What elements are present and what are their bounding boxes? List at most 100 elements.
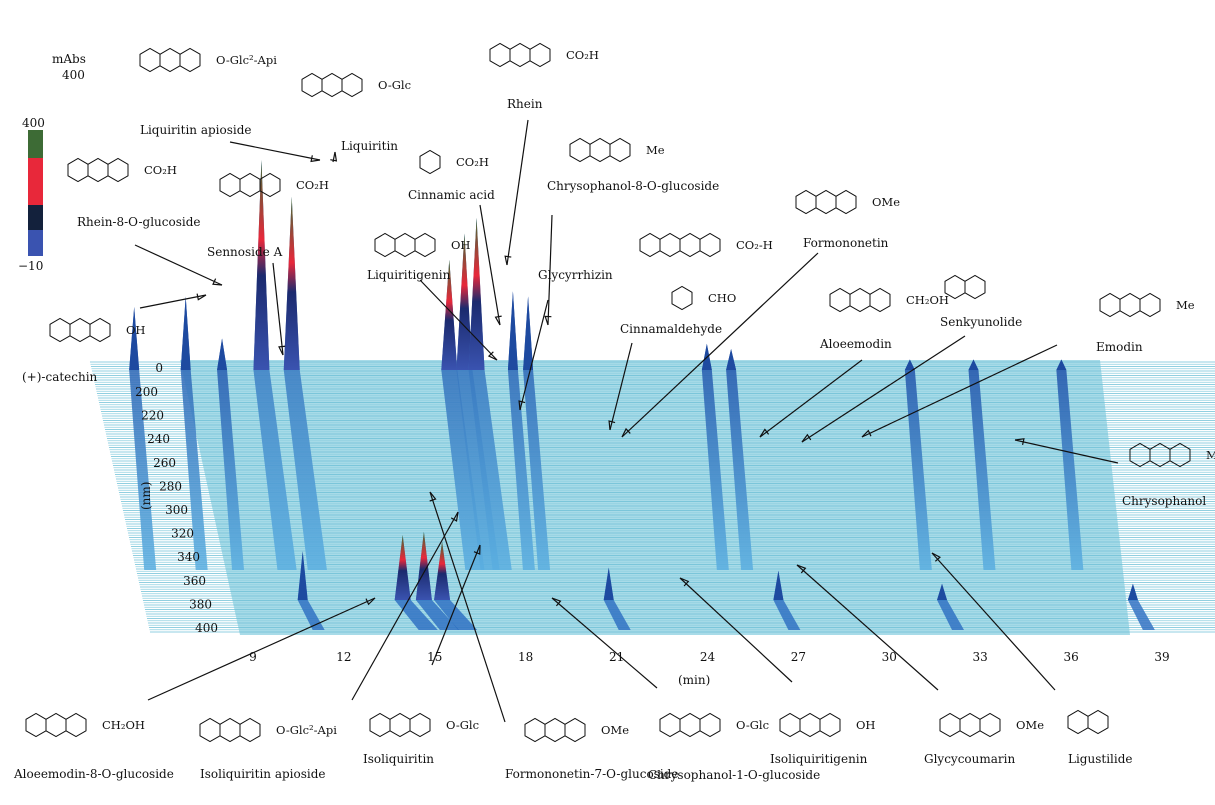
ring-shape xyxy=(489,42,511,68)
compound-label-aloeemodin: Aloeemodin xyxy=(819,337,892,351)
peak-catechin xyxy=(129,307,140,370)
ring-shape xyxy=(959,712,981,738)
annotation-arrow xyxy=(551,597,658,689)
ring-shape xyxy=(869,287,891,313)
ring-shape xyxy=(659,232,681,258)
substituent-label: Me xyxy=(1206,448,1215,462)
substituent-label: OH xyxy=(856,718,875,732)
arrow-head xyxy=(1014,438,1025,445)
ring-shape xyxy=(199,717,221,743)
x-axis-label: (min) xyxy=(678,673,710,687)
ring-shape xyxy=(589,137,611,163)
arrow-head xyxy=(473,544,481,555)
annotation-arrow xyxy=(547,214,553,326)
peak-chrysophanol-1-o-glucoside xyxy=(603,567,614,600)
y-axis: 0 200 220 240 260 280 300 320 340 360 380 400 xyxy=(135,361,218,635)
peak-sennoside-a xyxy=(217,338,228,370)
ring-shape xyxy=(639,232,661,258)
annotation-arrow xyxy=(139,294,207,309)
ring-shape xyxy=(374,232,396,258)
peak-liquiritin-apioside xyxy=(253,160,270,370)
ring-shape xyxy=(301,72,323,98)
peak-glycycoumarin xyxy=(937,583,948,600)
structure-ligustilide xyxy=(1067,709,1109,735)
x-tick-label: 27 xyxy=(791,650,806,664)
structure-glycycoumarin: OMe xyxy=(939,712,1044,738)
compound-label-cinnamic-acid: Cinnamic acid xyxy=(408,188,495,202)
ring-shape xyxy=(544,717,566,743)
peak-liquiritin xyxy=(283,196,300,370)
ring-shape xyxy=(179,47,201,73)
y-axis-label: (nm) xyxy=(139,482,153,510)
substituent-label: CO₂H xyxy=(456,155,489,169)
ring-shape xyxy=(1119,292,1141,318)
peak-isoliquiritin xyxy=(415,531,432,600)
peak-senkyunolide xyxy=(968,359,979,370)
annotation-arrow xyxy=(479,204,501,326)
substituent-label: CO₂-H xyxy=(736,238,773,252)
y-tick-label: 300 xyxy=(165,503,188,517)
y-tick-label: 240 xyxy=(147,432,170,446)
ring-shape xyxy=(819,712,841,738)
ring-shape xyxy=(25,712,47,738)
x-tick-label: 18 xyxy=(518,650,533,664)
peak-ligustilide xyxy=(1127,583,1138,600)
ring-shape xyxy=(939,712,961,738)
arrow-head xyxy=(608,420,616,431)
peak-cinnamic-acid xyxy=(456,233,473,370)
structure-glycyrrhizin: CO₂-H xyxy=(639,232,773,258)
arrow-head xyxy=(330,151,338,162)
compound-label-glycyrrhizin: Glycyrrhizin xyxy=(538,268,613,282)
compound-label-senkyunolide: Senkyunolide xyxy=(940,315,1022,329)
annotation-arrow xyxy=(429,491,506,723)
scale-band-red xyxy=(28,158,43,205)
peak-ridge-emodin xyxy=(1056,359,1084,570)
ring-shape xyxy=(67,157,89,183)
compound-label-cinnamaldehyde: Cinnamaldehyde xyxy=(620,322,722,336)
structure-catechin: OH xyxy=(49,317,145,343)
ring-shape xyxy=(679,712,701,738)
ring-shape xyxy=(1087,709,1109,735)
y-tick-label: 320 xyxy=(171,527,194,541)
surface-plane xyxy=(180,360,1130,635)
ring-shape xyxy=(419,149,441,175)
arrow-head xyxy=(759,428,770,438)
arrow-head xyxy=(196,293,207,301)
surface xyxy=(89,160,1215,635)
compound-label-glycycoumarin: Glycycoumarin xyxy=(924,752,1015,766)
ring-shape xyxy=(87,157,109,183)
compound-label-chrysophanol-1-o-glucoside: Chrysophanol-1-O-glucoside xyxy=(648,768,820,782)
peak-aloeemodin-8-o-glucoside xyxy=(297,551,308,600)
ring-shape xyxy=(799,712,821,738)
ring-shape xyxy=(1169,442,1191,468)
ring-shape xyxy=(815,189,837,215)
peak-liquiritigenin xyxy=(441,259,458,370)
arrow-head xyxy=(487,351,498,361)
compound-label-catechin: (+)-catechin xyxy=(22,370,98,384)
structure-senkyunolide xyxy=(944,274,986,300)
arrow-head xyxy=(861,429,872,438)
ring-shape xyxy=(524,717,546,743)
ring-shape xyxy=(239,717,261,743)
annotation-arrow xyxy=(431,544,481,666)
ring-shape xyxy=(835,189,857,215)
compound-label-ligustilide: Ligustilide xyxy=(1068,752,1133,766)
substituent-label: OH xyxy=(451,238,470,252)
peak-isoliquiritin-apioside xyxy=(394,535,411,600)
y-tick-label: 200 xyxy=(135,385,158,399)
compound-label-chrysophanol: Chrysophanol xyxy=(1122,494,1206,508)
x-tick-label: 33 xyxy=(973,650,988,664)
ring-shape xyxy=(219,172,241,198)
annotation-arrow xyxy=(621,252,819,438)
annotation-arrows xyxy=(134,119,1119,723)
ring-shape xyxy=(389,712,411,738)
structure-formononetin-7-o-glucoside: OMe xyxy=(524,717,629,743)
substituent-label: CO₂H xyxy=(144,163,177,177)
annotation-arrow xyxy=(506,119,529,266)
annotation-arrow xyxy=(147,597,376,701)
ring-shape xyxy=(239,172,261,198)
ring-shape xyxy=(529,42,551,68)
compound-label-liquiritin: Liquiritin xyxy=(341,139,398,153)
ring-shape xyxy=(671,285,693,311)
